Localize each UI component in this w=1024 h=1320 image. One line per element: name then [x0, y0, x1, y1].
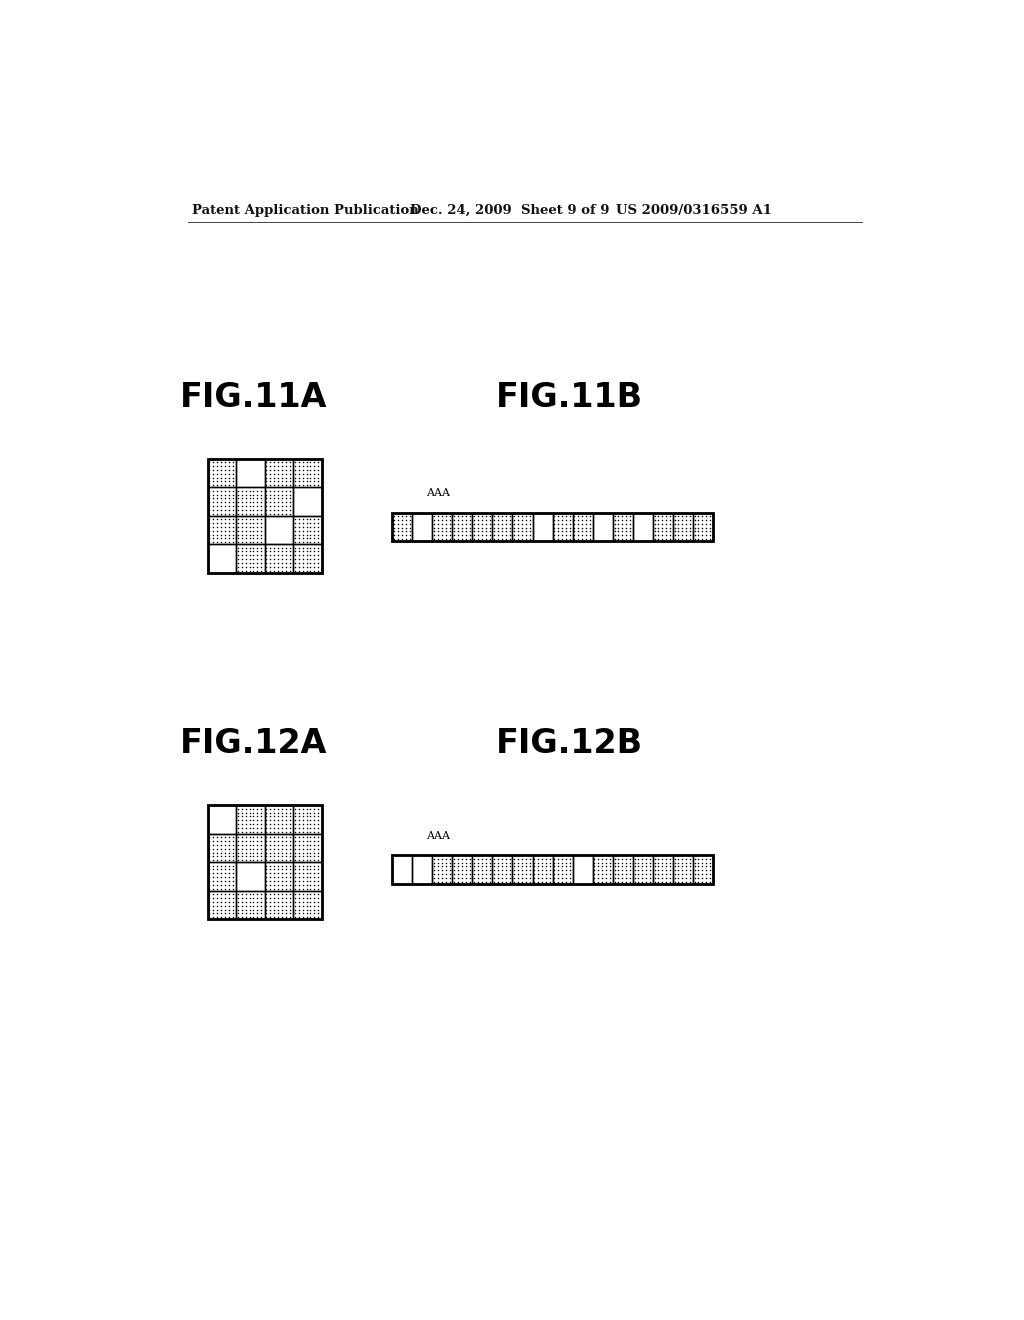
- Bar: [512, 512, 532, 541]
- Text: FIG.11B: FIG.11B: [496, 380, 643, 413]
- Bar: [472, 512, 493, 541]
- Bar: [493, 512, 512, 541]
- Bar: [208, 805, 322, 919]
- Text: FIG.11A: FIG.11A: [180, 380, 328, 413]
- Bar: [293, 459, 322, 487]
- Bar: [532, 855, 553, 884]
- Text: AAA: AAA: [427, 832, 451, 841]
- Bar: [432, 512, 453, 541]
- Text: US 2009/0316559 A1: US 2009/0316559 A1: [615, 205, 771, 218]
- Bar: [264, 487, 293, 516]
- Bar: [472, 855, 493, 884]
- Bar: [612, 855, 633, 884]
- Bar: [237, 805, 264, 834]
- Bar: [392, 855, 713, 884]
- Bar: [652, 512, 673, 541]
- Bar: [593, 855, 612, 884]
- Bar: [293, 891, 322, 919]
- Bar: [593, 512, 612, 541]
- Bar: [237, 891, 264, 919]
- Bar: [264, 516, 293, 544]
- Bar: [633, 855, 652, 884]
- Bar: [612, 512, 633, 541]
- Bar: [237, 487, 264, 516]
- Bar: [208, 487, 237, 516]
- Bar: [264, 891, 293, 919]
- Bar: [237, 862, 264, 891]
- Bar: [208, 891, 237, 919]
- Text: FIG.12B: FIG.12B: [496, 727, 643, 760]
- Bar: [208, 834, 237, 862]
- Bar: [293, 487, 322, 516]
- Bar: [413, 855, 432, 884]
- Text: Patent Application Publication: Patent Application Publication: [193, 205, 419, 218]
- Bar: [572, 512, 593, 541]
- Bar: [453, 855, 472, 884]
- Text: AAA: AAA: [427, 488, 451, 499]
- Bar: [208, 516, 237, 544]
- Bar: [237, 459, 264, 487]
- Text: FIG.12A: FIG.12A: [180, 727, 328, 760]
- Bar: [392, 512, 713, 541]
- Bar: [264, 459, 293, 487]
- Bar: [264, 805, 293, 834]
- Bar: [572, 855, 593, 884]
- Bar: [532, 512, 553, 541]
- Bar: [512, 855, 532, 884]
- Bar: [264, 544, 293, 573]
- Bar: [692, 512, 713, 541]
- Bar: [264, 862, 293, 891]
- Bar: [432, 855, 453, 884]
- Bar: [692, 855, 713, 884]
- Bar: [413, 512, 432, 541]
- Bar: [208, 805, 237, 834]
- Text: Dec. 24, 2009  Sheet 9 of 9: Dec. 24, 2009 Sheet 9 of 9: [410, 205, 609, 218]
- Bar: [293, 516, 322, 544]
- Bar: [208, 459, 237, 487]
- Bar: [293, 805, 322, 834]
- Bar: [264, 834, 293, 862]
- Bar: [293, 862, 322, 891]
- Bar: [208, 862, 237, 891]
- Bar: [673, 512, 692, 541]
- Bar: [392, 512, 413, 541]
- Bar: [633, 512, 652, 541]
- Bar: [652, 855, 673, 884]
- Bar: [208, 459, 322, 573]
- Bar: [293, 544, 322, 573]
- Bar: [553, 855, 572, 884]
- Bar: [293, 834, 322, 862]
- Bar: [237, 544, 264, 573]
- Bar: [392, 855, 413, 884]
- Bar: [673, 855, 692, 884]
- Bar: [237, 516, 264, 544]
- Bar: [237, 834, 264, 862]
- Bar: [208, 544, 237, 573]
- Bar: [453, 512, 472, 541]
- Bar: [553, 512, 572, 541]
- Bar: [493, 855, 512, 884]
